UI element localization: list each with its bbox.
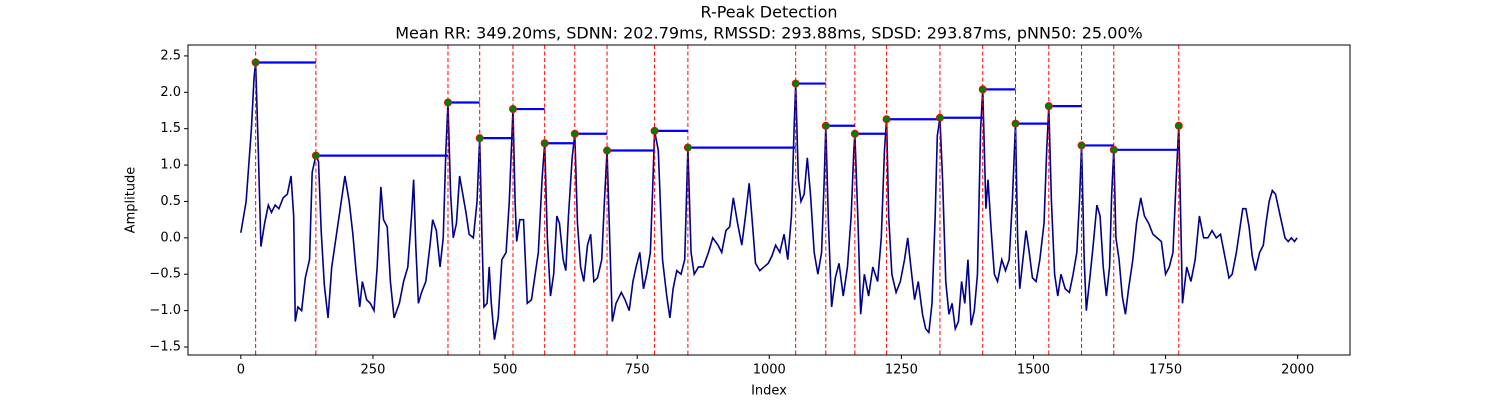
peak-point bbox=[882, 115, 891, 124]
peak-point bbox=[508, 105, 517, 114]
chart-subtitle: Mean RR: 349.20ms, SDNN: 202.79ms, RMSSD… bbox=[395, 24, 1143, 43]
peak-point bbox=[1109, 145, 1118, 154]
peak-point bbox=[251, 58, 260, 67]
peak-point bbox=[570, 129, 579, 138]
x-tick-label: 1000 bbox=[753, 363, 786, 378]
y-tick-label: 2.0 bbox=[160, 85, 181, 100]
x-tick-label: 0 bbox=[237, 363, 245, 378]
peak-point bbox=[443, 98, 452, 107]
peak-point bbox=[1044, 102, 1053, 111]
peak-point bbox=[650, 126, 659, 135]
peak-point bbox=[311, 151, 320, 160]
x-tick-label: 2000 bbox=[1281, 363, 1314, 378]
peak-point bbox=[683, 143, 692, 152]
peak-point bbox=[1174, 121, 1183, 130]
peak-point bbox=[1011, 119, 1020, 128]
y-tick-label: 0.5 bbox=[160, 194, 181, 209]
y-tick-label: 1.5 bbox=[160, 121, 181, 136]
peak-point bbox=[791, 79, 800, 88]
x-tick-label: 500 bbox=[493, 363, 518, 378]
peak-point bbox=[603, 146, 612, 155]
peak-point bbox=[540, 139, 549, 148]
signal-line bbox=[240, 62, 1298, 340]
x-tick-label: 1750 bbox=[1149, 363, 1182, 378]
y-tick-label: 0.0 bbox=[160, 230, 181, 245]
peak-point bbox=[978, 85, 987, 94]
plot-frame bbox=[187, 44, 1351, 356]
y-tick-label: −0.5 bbox=[149, 267, 181, 282]
x-tick-label: 750 bbox=[625, 363, 650, 378]
peak-point bbox=[850, 129, 859, 138]
x-tick-label: 250 bbox=[361, 363, 386, 378]
peak-point bbox=[821, 121, 830, 130]
y-tick-label: 2.5 bbox=[160, 48, 181, 63]
x-tick-label: 1500 bbox=[1017, 363, 1050, 378]
y-axis-label: Amplitude bbox=[124, 167, 139, 234]
peak-point bbox=[475, 134, 484, 143]
x-tick-label: 1250 bbox=[885, 363, 918, 378]
peak-point bbox=[1077, 141, 1086, 150]
peak-point bbox=[935, 113, 944, 122]
y-tick-label: −1.0 bbox=[149, 303, 181, 318]
y-tick-label: −1.5 bbox=[149, 339, 181, 354]
y-tick-label: 1.0 bbox=[160, 158, 181, 173]
x-axis-label: Index bbox=[751, 384, 787, 399]
chart-title: R-Peak Detection bbox=[700, 3, 837, 22]
